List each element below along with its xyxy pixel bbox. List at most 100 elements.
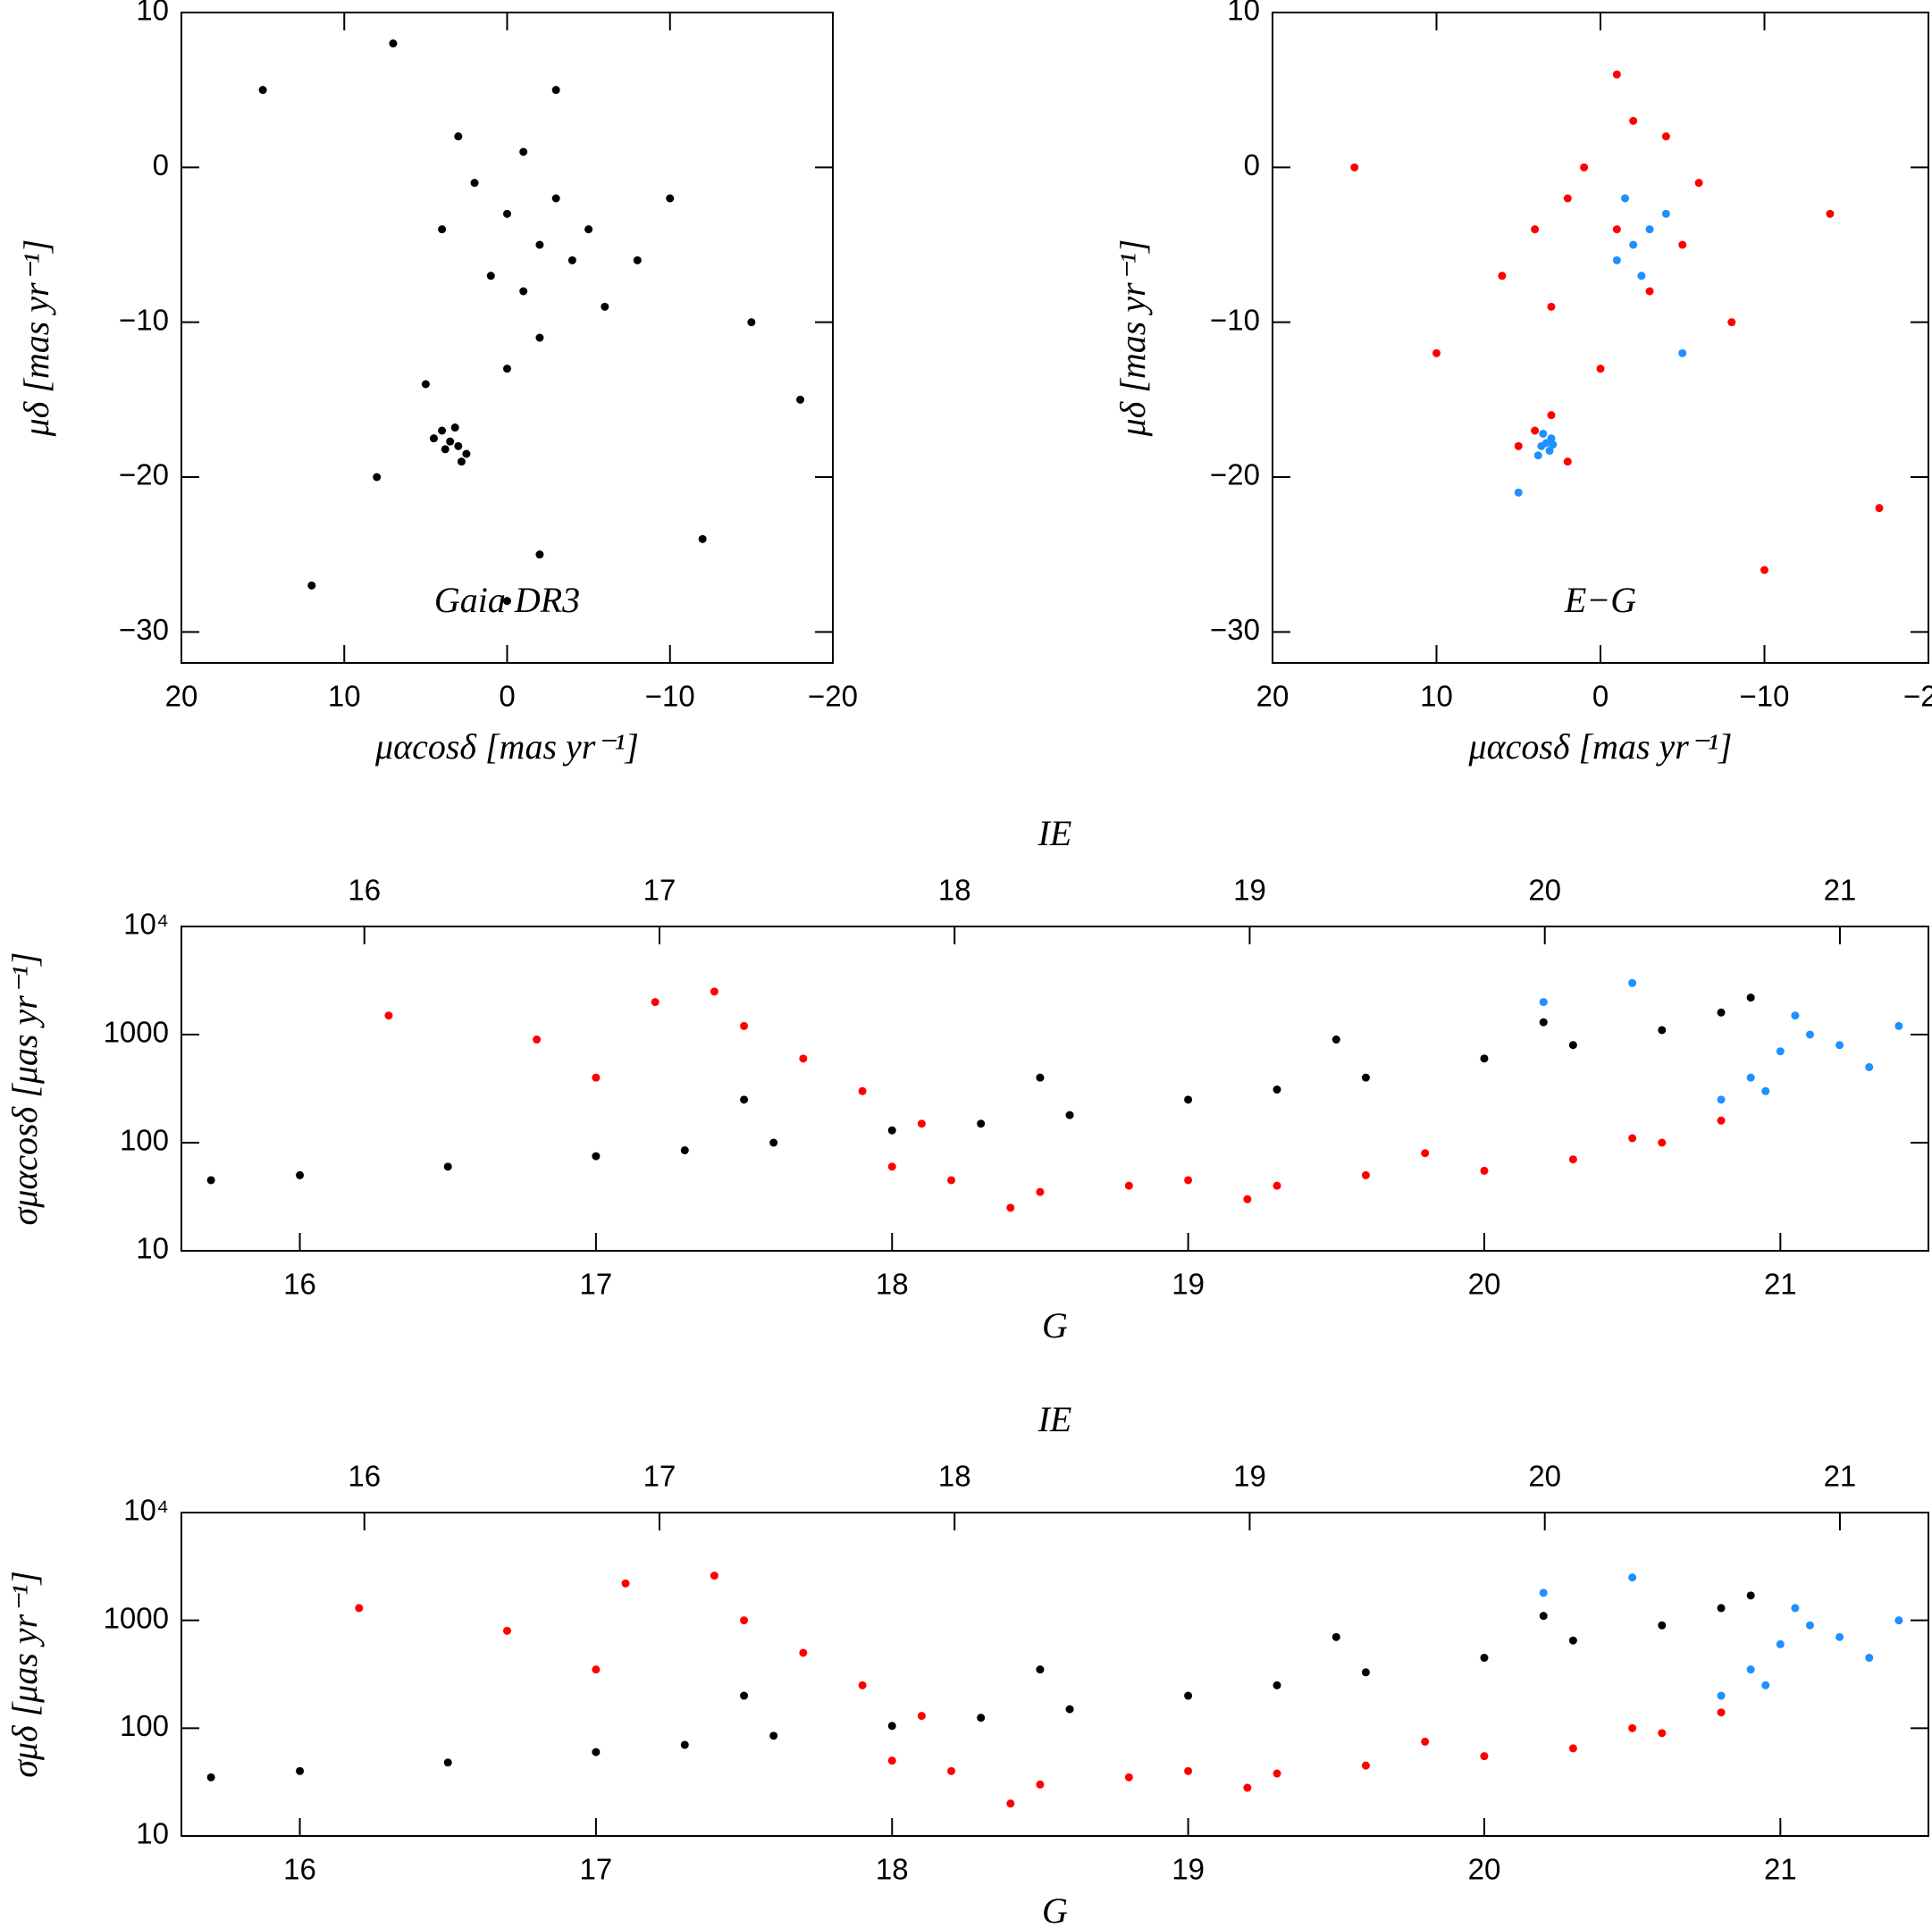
y-tick-label: 10 [136,0,169,27]
point [1184,1766,1193,1775]
point [1746,1591,1755,1600]
point [1531,225,1540,234]
point [1331,1035,1340,1044]
points [258,39,805,606]
point [651,998,659,1007]
y-tick-label: −30 [119,613,169,646]
point [373,473,382,482]
point [206,1773,215,1781]
point [1717,1708,1726,1717]
point [1243,1195,1252,1203]
point [1480,1752,1489,1761]
point [1331,1632,1340,1641]
point [1563,194,1572,203]
point [1539,1612,1548,1621]
points [206,1572,1903,1808]
point [1563,457,1572,466]
point [443,1162,452,1171]
point [633,256,642,264]
point [1746,993,1755,1002]
y-axis-label: μδ [mas yr⁻¹] [1113,239,1153,438]
point [1361,1170,1370,1179]
point [519,147,528,156]
point [799,1648,808,1657]
point [1678,348,1687,357]
x-axis-label: G [1042,1890,1068,1928]
point [680,1146,689,1155]
panel: 20 10 0 −10 −20 10 0 −10 −20 −30 μαcosδ [mas yr⁻¹]… [16,0,858,767]
point [1658,1729,1667,1738]
point [1537,441,1546,450]
point [1006,1203,1015,1212]
y-tick-label: 100 [120,1124,169,1157]
y-axis-label: σμαcosδ [μas yr⁻¹] [4,952,45,1226]
point [1717,1691,1726,1700]
point [1717,1604,1726,1613]
point [1065,1111,1074,1119]
x-tick-label: 16 [283,1853,316,1886]
point [551,86,560,95]
point [454,132,463,141]
point [1036,1665,1045,1674]
point [1514,488,1523,497]
point [1727,318,1736,327]
point [1531,426,1540,435]
point [1580,163,1589,172]
y-tick-label: 10⁴ [123,1494,169,1527]
point [1776,1639,1785,1648]
point [1791,1604,1800,1613]
x-tick-label: 18 [876,1268,909,1301]
point [1036,1780,1045,1789]
point [1539,1589,1548,1597]
x-tick-label: 19 [1172,1853,1205,1886]
point [621,1579,630,1588]
point [858,1086,867,1095]
point [1547,434,1556,443]
points [206,978,1903,1212]
point [1776,1047,1785,1056]
point [1875,504,1884,513]
x2-tick-label: 21 [1824,874,1857,907]
panel: 20 10 0 −10 −20 10 0 −10 −20 −30 μαcosδ [mas yr⁻¹]… [1113,0,1932,767]
point [567,256,576,264]
plot-frame [1272,12,1929,664]
point [1273,1769,1281,1778]
point [438,426,447,435]
x2-tick-label: 17 [643,1460,676,1493]
point [462,449,471,458]
point [1658,1026,1667,1035]
point [1421,1149,1430,1158]
point [384,1011,393,1020]
x-tick-label: 10 [1420,680,1453,713]
point [740,1095,749,1104]
x2-tick-label: 19 [1233,1460,1266,1493]
plot-frame [181,1512,1929,1837]
point [1865,1654,1874,1663]
point [1621,194,1630,203]
point [1628,1134,1637,1143]
point [1361,1668,1370,1677]
y-tick-label: 0 [1244,148,1260,181]
x2-axis-label: IE [1037,813,1072,853]
point [1628,1723,1637,1732]
panel: 16 17 18 19 20 21 16 17 18 19 20 21 IE 10 100 1000 10⁴ Gσ… [4,813,1929,1345]
point [446,437,455,446]
point [1547,411,1556,420]
point [1645,287,1654,296]
x-tick-label: −10 [1740,680,1790,713]
point [1865,1062,1874,1071]
point [551,194,560,203]
x-tick-label: −20 [808,680,858,713]
point [698,534,707,543]
point [519,287,528,296]
point [887,1722,896,1731]
point [1629,116,1638,125]
point [1826,209,1835,218]
point [887,1756,896,1765]
point [1480,1166,1489,1175]
point [1036,1073,1045,1082]
point [1480,1654,1489,1663]
y-tick-label: 1000 [104,1601,169,1634]
point [1894,1021,1903,1030]
